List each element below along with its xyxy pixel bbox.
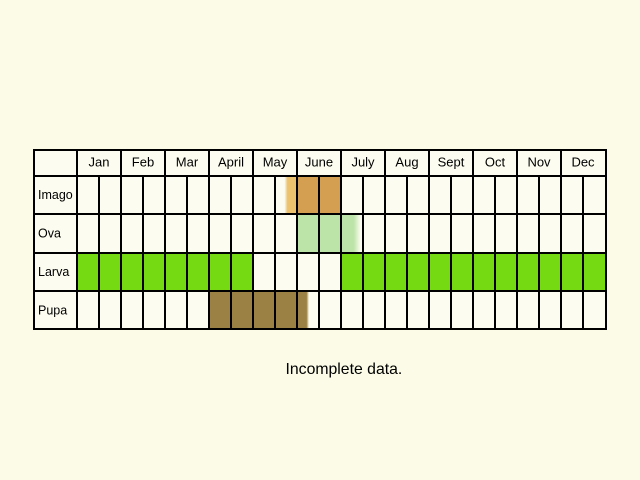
svg-text:May: May (263, 155, 288, 170)
svg-text:Oct: Oct (485, 155, 506, 170)
svg-text:Incomplete data.: Incomplete data. (286, 361, 403, 378)
svg-text:Sept: Sept (438, 155, 465, 170)
svg-text:Jan: Jan (89, 155, 110, 170)
svg-text:Dec: Dec (571, 155, 595, 170)
svg-text:Feb: Feb (132, 155, 154, 170)
svg-text:Mar: Mar (176, 155, 199, 170)
svg-text:June: June (305, 155, 333, 170)
svg-text:April: April (218, 155, 244, 170)
svg-text:Larva: Larva (38, 265, 69, 279)
svg-text:Nov: Nov (527, 155, 551, 170)
svg-text:Pupa: Pupa (38, 303, 67, 317)
svg-text:Ova: Ova (38, 226, 61, 240)
svg-text:Imago: Imago (38, 188, 73, 202)
svg-text:July: July (351, 155, 375, 170)
svg-text:Aug: Aug (395, 155, 418, 170)
